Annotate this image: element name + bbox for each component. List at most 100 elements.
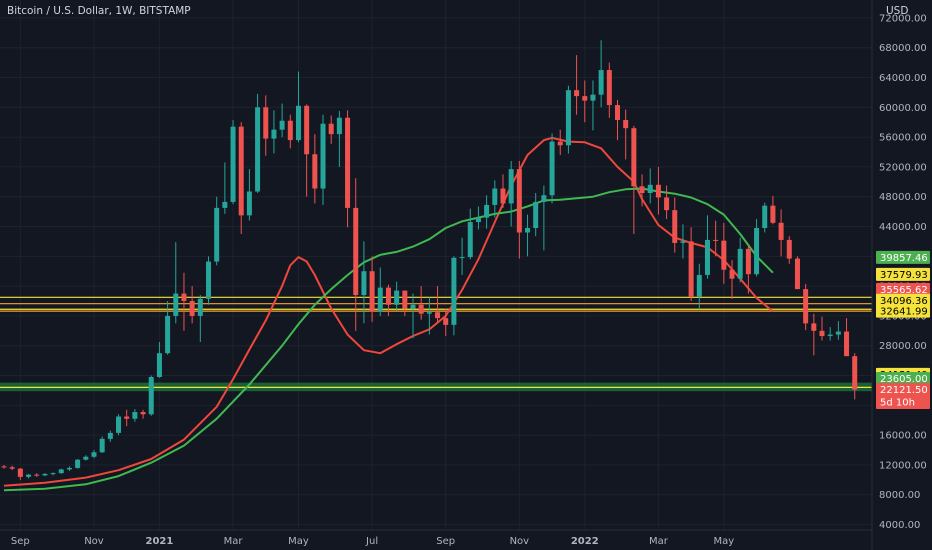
candle-body	[745, 248, 751, 275]
candle-body	[173, 293, 179, 316]
candle	[426, 297, 432, 335]
candle	[475, 206, 481, 230]
candle-body	[369, 271, 375, 312]
y-tick-label: 8000.00	[879, 490, 920, 501]
y-tick-label: 60000.00	[879, 103, 927, 114]
candle-body	[631, 128, 637, 187]
candle	[26, 473, 32, 479]
price-tag-bg	[876, 250, 930, 264]
candle	[541, 185, 547, 251]
x-tick-label: Sep	[436, 536, 455, 547]
y-tick-label: 64000.00	[879, 73, 927, 84]
candle-body	[835, 331, 841, 335]
candle	[574, 55, 580, 115]
price-tag-bg	[876, 267, 930, 281]
price-tag-bg	[876, 282, 930, 296]
candle	[786, 236, 792, 264]
candle-body	[467, 222, 473, 258]
candle	[369, 256, 375, 322]
candle	[762, 202, 768, 233]
price-tag-label: 32641.99	[880, 307, 928, 318]
candle	[557, 129, 563, 155]
candle-body	[786, 239, 792, 259]
candle	[590, 80, 596, 131]
candle	[451, 256, 457, 336]
candle	[58, 468, 64, 474]
candle-body	[1, 466, 7, 468]
candle-body	[83, 456, 89, 460]
candle-body	[672, 210, 678, 243]
candle-body	[222, 201, 228, 208]
candle-body	[443, 318, 449, 325]
candle-body	[394, 290, 400, 305]
price-tag-label: 39857.46	[880, 253, 928, 264]
candle	[345, 110, 351, 228]
candle-body	[582, 96, 588, 101]
candle	[508, 160, 514, 227]
candle-body	[304, 105, 310, 155]
candle-body	[549, 141, 555, 196]
candle-body	[17, 468, 23, 477]
y-tick-label: 56000.00	[879, 133, 927, 144]
candle-body	[778, 222, 784, 240]
time-axis[interactable]: Sep Nov 2021 Mar May Jul Sep Nov 2022 Mar May	[11, 536, 734, 547]
candle-body	[181, 293, 187, 302]
candle-body	[688, 241, 694, 297]
candle-body	[385, 287, 391, 305]
x-tick-label: Mar	[224, 536, 244, 547]
candle	[255, 93, 261, 193]
candle-body	[754, 228, 760, 275]
candle-body	[148, 377, 154, 415]
candle-body	[729, 269, 735, 279]
y-tick-label: 72000.00	[879, 13, 927, 24]
candle-body	[271, 129, 277, 139]
candle-body	[852, 356, 858, 390]
candle-body	[312, 154, 318, 189]
x-tick-label: Nov	[84, 536, 104, 547]
candle	[66, 466, 72, 471]
candle	[525, 214, 531, 257]
candle	[852, 353, 858, 400]
price-tag-label: 34096.36	[880, 296, 928, 307]
candle-body	[377, 287, 383, 312]
candle	[811, 313, 817, 356]
candle	[467, 208, 473, 260]
candle-body	[451, 257, 457, 325]
candle	[320, 114, 326, 205]
candle	[295, 71, 301, 143]
price-tag: 32641.99	[876, 304, 930, 318]
candle	[377, 267, 383, 316]
y-tick-label: 68000.00	[879, 43, 927, 54]
candle	[353, 178, 359, 331]
candle	[754, 219, 760, 277]
candle	[50, 472, 56, 476]
x-tick-label: Jul	[365, 536, 378, 547]
candle	[222, 162, 228, 214]
candle	[582, 80, 588, 123]
candle-body	[475, 217, 481, 223]
candle	[664, 185, 670, 220]
candle	[336, 111, 342, 167]
candle	[565, 85, 571, 154]
x-tick-label: May	[713, 536, 734, 547]
candle-body	[794, 258, 800, 290]
candle-body	[516, 169, 522, 233]
candle	[647, 168, 653, 204]
candle	[615, 99, 620, 141]
candle-body	[500, 188, 506, 204]
candle	[713, 220, 719, 257]
candle	[623, 109, 629, 160]
candle	[778, 209, 784, 257]
candle-body	[410, 304, 416, 309]
candle	[418, 286, 424, 320]
candle	[91, 450, 97, 459]
x-tick-label: 2021	[145, 536, 173, 547]
candle-body	[704, 239, 710, 275]
candle-body	[295, 105, 301, 141]
price-tag-label: 22121.50	[880, 385, 928, 396]
price-tag: 34096.36	[876, 293, 930, 307]
x-tick-label: Sep	[11, 536, 30, 547]
y-tick-label: 16000.00	[879, 431, 927, 442]
candle	[835, 321, 841, 340]
